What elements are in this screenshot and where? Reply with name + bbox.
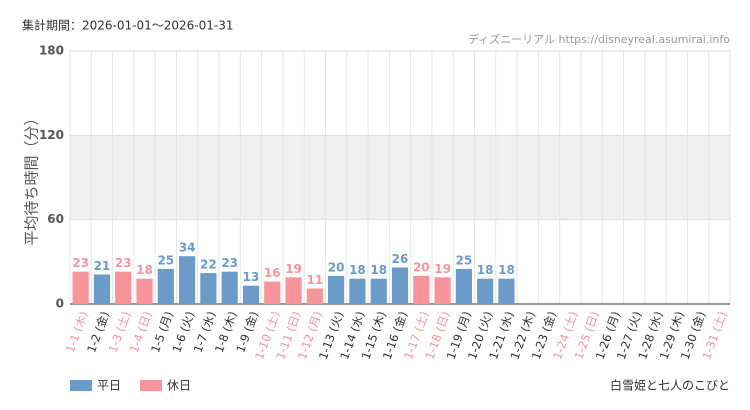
y-tick-label: 60 — [47, 212, 64, 226]
bar — [391, 267, 409, 304]
bar — [434, 277, 451, 304]
bar — [455, 268, 472, 304]
bar — [242, 285, 260, 304]
data-label: 13 — [243, 270, 260, 284]
legend-label: 平日 — [97, 379, 121, 393]
y-tick-label: 180 — [39, 44, 64, 58]
data-label: 16 — [264, 266, 281, 280]
y-axis-label: 平均待ち時間（分） — [23, 110, 41, 245]
data-label: 25 — [456, 253, 473, 267]
bar — [328, 275, 345, 304]
y-tick-label: 0 — [56, 297, 64, 311]
data-label: 11 — [306, 273, 323, 287]
legend-swatch — [140, 380, 162, 391]
data-label: 25 — [157, 253, 174, 267]
data-label: 20 — [413, 260, 430, 274]
data-label: 23 — [72, 256, 89, 270]
legend-swatch — [70, 380, 92, 391]
data-label: 18 — [498, 263, 515, 277]
data-label: 23 — [221, 256, 238, 270]
bar — [115, 271, 132, 304]
bar — [179, 256, 196, 304]
data-label: 18 — [349, 263, 366, 277]
data-label: 34 — [179, 241, 196, 255]
data-label: 18 — [136, 263, 153, 277]
footer: 白雪姫と七人のこびと — [610, 378, 730, 393]
bar — [477, 278, 494, 304]
data-label: 26 — [392, 252, 409, 266]
bar — [221, 271, 238, 304]
subtitle: 集計期間：2026-01-01～2026-01-31 — [22, 18, 233, 33]
data-label: 18 — [370, 263, 387, 277]
bar — [498, 278, 515, 304]
bar — [93, 274, 111, 304]
data-label: 18 — [477, 263, 494, 277]
data-label: 19 — [434, 262, 451, 276]
bar — [136, 278, 153, 304]
data-label: 23 — [115, 256, 132, 270]
shaded-band — [70, 135, 730, 220]
bar — [72, 271, 89, 304]
bar — [157, 268, 174, 304]
data-label: 21 — [94, 259, 111, 273]
bar — [264, 281, 281, 304]
bar — [370, 278, 387, 304]
bar — [413, 275, 430, 304]
bar — [306, 288, 323, 304]
data-label: 19 — [285, 262, 302, 276]
y-tick-label: 120 — [39, 128, 64, 142]
source: ディズニーリアル https://disneyreal.asumirai.inf… — [468, 32, 730, 46]
data-label: 20 — [328, 260, 345, 274]
data-label: 22 — [200, 258, 217, 272]
bar — [349, 278, 366, 304]
bar — [285, 277, 302, 304]
bar — [200, 273, 217, 304]
legend-label: 休日 — [167, 379, 191, 393]
